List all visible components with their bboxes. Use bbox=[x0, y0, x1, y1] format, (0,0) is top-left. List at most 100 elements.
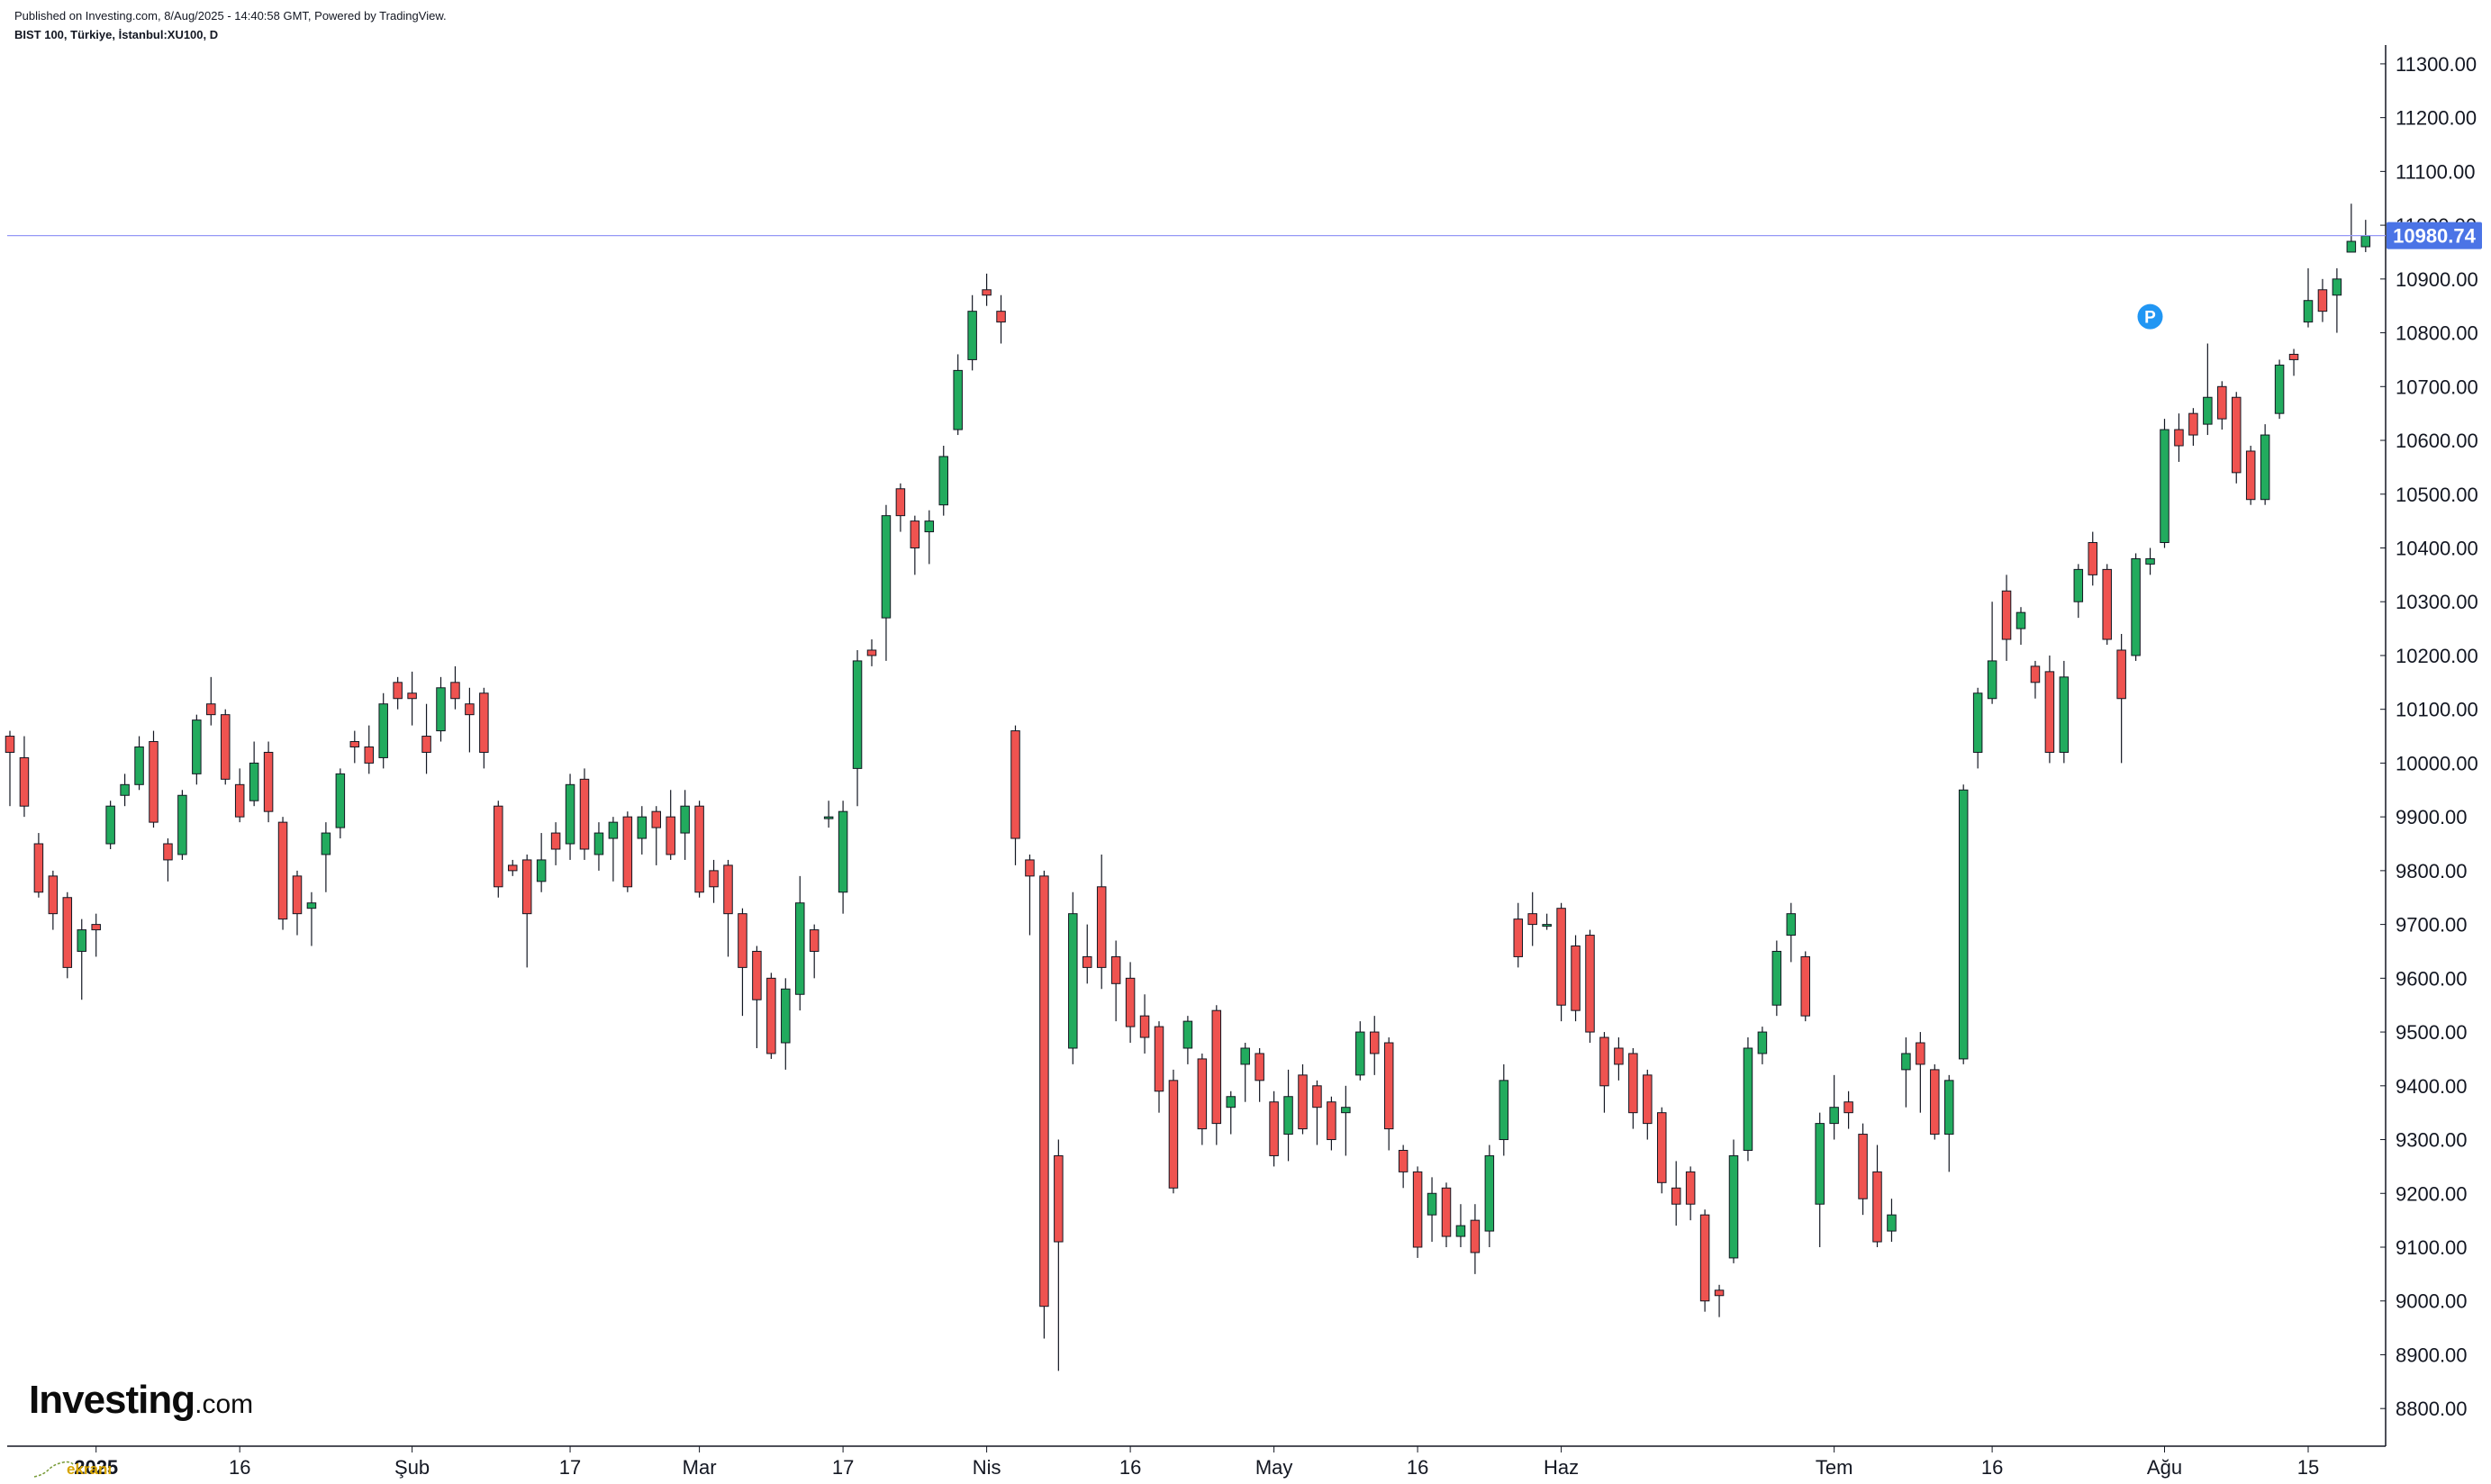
candle bbox=[2059, 660, 2070, 764]
candle bbox=[752, 946, 762, 1048]
candle-body-down bbox=[234, 783, 245, 818]
candle bbox=[277, 817, 288, 930]
candle bbox=[292, 870, 303, 936]
candle bbox=[1441, 1182, 1452, 1247]
candle-body-up bbox=[608, 821, 619, 839]
candle bbox=[1815, 1112, 1825, 1247]
candle-body-down bbox=[206, 703, 216, 716]
candle-body-up bbox=[1944, 1080, 1954, 1136]
candle bbox=[1987, 602, 1997, 704]
candle bbox=[622, 811, 633, 892]
candle-body-up bbox=[1283, 1096, 1293, 1136]
candle-body-down bbox=[1643, 1074, 1653, 1125]
candle bbox=[1527, 891, 1537, 946]
candle bbox=[738, 908, 747, 1017]
candle-body-up bbox=[2332, 278, 2342, 296]
candle-body-down bbox=[1139, 1015, 1150, 1038]
candle bbox=[895, 483, 906, 532]
candle bbox=[2203, 343, 2213, 436]
candle bbox=[1283, 1069, 1293, 1162]
candle-body-up bbox=[881, 515, 892, 619]
candle bbox=[1901, 1037, 1911, 1108]
candle-body-up bbox=[1240, 1047, 1250, 1065]
candle bbox=[2015, 607, 2026, 646]
x-tick-label: 16 bbox=[229, 1456, 250, 1479]
price-marker-badge[interactable] bbox=[2137, 303, 2163, 330]
candle-body-up bbox=[680, 805, 690, 834]
candle-body-up bbox=[378, 703, 388, 758]
candle-body-down bbox=[1039, 875, 1049, 1308]
candle bbox=[221, 709, 231, 785]
candle bbox=[349, 730, 360, 764]
y-tick-label: 9100.00 bbox=[2396, 1236, 2468, 1259]
candle-body-down bbox=[1312, 1085, 1322, 1108]
candle bbox=[1370, 1016, 1380, 1075]
candle-body-down bbox=[982, 289, 992, 296]
candle-body-down bbox=[1412, 1171, 1423, 1248]
candle-body-up bbox=[306, 902, 317, 909]
x-tick-label: Şub bbox=[394, 1456, 430, 1479]
y-tick-label: 10700.00 bbox=[2396, 376, 2478, 398]
logo-name: Investing bbox=[29, 1378, 195, 1422]
candle bbox=[378, 692, 388, 769]
candle-body-down bbox=[1010, 730, 1020, 839]
candle-body-down bbox=[1685, 1171, 1696, 1205]
y-tick-label: 9700.00 bbox=[2396, 914, 2468, 937]
candle bbox=[263, 741, 274, 823]
candle bbox=[48, 870, 59, 930]
candle-body-up bbox=[2303, 300, 2314, 323]
candle-body-up bbox=[192, 719, 202, 774]
candle-body-up bbox=[2015, 611, 2026, 629]
candle bbox=[1226, 1090, 1236, 1135]
candle-body-down bbox=[1585, 935, 1595, 1033]
candle bbox=[1786, 902, 1797, 963]
candle-body-down bbox=[1800, 955, 1810, 1017]
candle bbox=[2346, 204, 2357, 253]
candle-body-down bbox=[465, 703, 475, 716]
candle bbox=[2001, 575, 2012, 661]
candle bbox=[1643, 1069, 1653, 1140]
candle-body-down bbox=[2317, 289, 2328, 312]
candle bbox=[1599, 1032, 1609, 1113]
candle bbox=[924, 510, 935, 565]
candle-body-up bbox=[536, 859, 547, 882]
candle-body-up bbox=[953, 369, 963, 430]
candle bbox=[838, 801, 848, 914]
candle bbox=[91, 913, 101, 957]
y-tick-label: 9400.00 bbox=[2396, 1075, 2468, 1098]
y-tick-label: 10900.00 bbox=[2396, 268, 2478, 291]
candle bbox=[2102, 564, 2112, 646]
candle-body-down bbox=[1872, 1171, 1882, 1243]
candle bbox=[2217, 381, 2227, 430]
candle bbox=[364, 725, 374, 774]
candle-body-up bbox=[1226, 1096, 1236, 1108]
candle-body-down bbox=[1628, 1053, 1638, 1114]
candle-body-up bbox=[2346, 240, 2357, 253]
candle bbox=[2188, 408, 2198, 446]
candle-body-up bbox=[2203, 396, 2213, 425]
candles-layer bbox=[5, 204, 2371, 1371]
candle bbox=[2030, 660, 2041, 699]
candle bbox=[2044, 655, 2055, 764]
candle-body-up bbox=[2145, 557, 2155, 565]
candle bbox=[1168, 1069, 1179, 1194]
candle-body-down bbox=[1556, 908, 1566, 1006]
candle-body-down bbox=[723, 864, 733, 915]
candle bbox=[1556, 902, 1566, 1022]
y-tick-label: 8900.00 bbox=[2396, 1344, 2468, 1366]
y-tick-label: 10000.00 bbox=[2396, 752, 2478, 774]
candle bbox=[1542, 913, 1552, 930]
candle bbox=[1312, 1080, 1322, 1145]
candle-body-up bbox=[1484, 1154, 1495, 1232]
candle-body-down bbox=[1527, 913, 1537, 926]
y-axis: 8800.00 8900.00 9000.00 9100.00 9200.00 9300.… bbox=[2380, 53, 2478, 1420]
candle-body-down bbox=[2030, 665, 2041, 683]
candle bbox=[579, 768, 590, 860]
candle bbox=[1412, 1166, 1423, 1258]
candle-body-down bbox=[1197, 1058, 1208, 1130]
candle-body-down bbox=[550, 832, 561, 850]
candle-body-up bbox=[1972, 692, 1983, 753]
current-price-label: 10980.74 bbox=[2393, 225, 2477, 248]
x-tick-label: May bbox=[1255, 1456, 1293, 1479]
candle bbox=[234, 768, 245, 823]
